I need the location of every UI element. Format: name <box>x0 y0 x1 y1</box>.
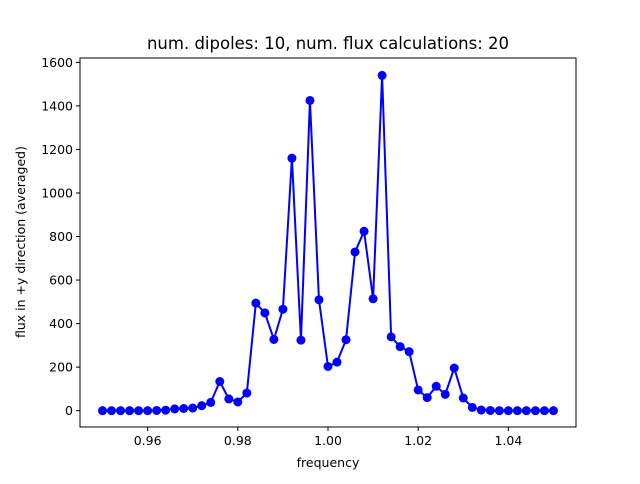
data-point-marker <box>161 405 171 415</box>
y-tick-label: 1000 <box>41 185 73 200</box>
x-tick-label: 1.04 <box>494 433 522 448</box>
data-point-marker <box>98 406 108 416</box>
x-axis: 0.96 0.98 1.00 1.02 1.04 <box>134 427 522 448</box>
data-point-marker <box>521 406 531 416</box>
y-tick-label: 1200 <box>41 142 73 157</box>
data-point-marker <box>359 226 369 236</box>
x-axis-label: frequency <box>297 455 360 470</box>
data-point-marker <box>251 298 261 308</box>
data-point-marker <box>143 406 153 416</box>
data-point-marker <box>107 406 117 416</box>
data-point-marker <box>539 406 549 416</box>
data-point-marker <box>377 70 387 80</box>
y-axis: 0 200 400 600 800 1000 1200 1400 1600 <box>41 55 80 418</box>
data-point-marker <box>314 295 324 305</box>
data-point-marker <box>197 401 207 411</box>
data-point-marker <box>530 406 540 416</box>
data-point-marker <box>215 377 225 387</box>
x-tick-label: 0.98 <box>224 433 252 448</box>
y-tick-label: 400 <box>49 316 73 331</box>
data-point-marker <box>296 335 306 345</box>
data-point-marker <box>278 304 288 314</box>
data-point-marker <box>350 247 360 257</box>
data-point-marker <box>548 406 558 416</box>
data-point-marker <box>134 406 144 416</box>
data-point-marker <box>341 335 351 345</box>
data-point-marker <box>152 405 162 415</box>
data-point-marker <box>125 406 135 416</box>
data-point-marker <box>512 406 522 416</box>
data-point-marker <box>287 153 297 163</box>
data-point-marker <box>449 363 459 373</box>
data-point-marker <box>206 397 216 407</box>
data-point-marker <box>269 334 279 344</box>
data-point-marker <box>431 381 441 391</box>
data-point-marker <box>395 342 405 352</box>
x-tick-label: 1.00 <box>314 433 342 448</box>
data-point-marker <box>179 403 189 413</box>
y-tick-label: 0 <box>65 403 73 418</box>
data-point-marker <box>386 332 396 342</box>
data-point-marker <box>116 406 126 416</box>
y-tick-label: 1400 <box>41 98 73 113</box>
plot-area <box>98 70 558 416</box>
data-point-marker <box>476 405 486 415</box>
data-point-marker <box>413 385 423 395</box>
y-tick-label: 200 <box>49 360 73 375</box>
data-point-marker <box>323 361 333 371</box>
data-point-marker <box>305 95 315 105</box>
data-point-marker <box>485 405 495 415</box>
data-point-marker <box>224 394 234 404</box>
y-axis-label: flux in +y direction (averaged) <box>13 146 28 338</box>
y-tick-label: 1600 <box>41 55 73 70</box>
data-point-marker <box>242 388 252 398</box>
data-point-marker <box>440 389 450 399</box>
data-point-marker <box>494 406 504 416</box>
data-point-marker <box>170 404 180 414</box>
plot-frame <box>79 57 577 428</box>
data-point-marker <box>188 403 198 413</box>
data-point-marker <box>233 397 243 407</box>
y-tick-label: 600 <box>49 273 73 288</box>
y-tick-label: 800 <box>49 229 73 244</box>
data-point-marker <box>467 402 477 412</box>
data-point-marker <box>368 294 378 304</box>
chart-title: num. dipoles: 10, num. flux calculations… <box>147 34 509 53</box>
x-tick-label: 1.02 <box>404 433 432 448</box>
x-tick-label: 0.96 <box>134 433 162 448</box>
data-point-marker <box>260 308 270 318</box>
data-point-marker <box>503 406 513 416</box>
data-point-marker <box>404 347 414 357</box>
data-point-marker <box>332 357 342 367</box>
data-point-marker <box>422 393 432 403</box>
data-point-marker <box>458 393 468 403</box>
